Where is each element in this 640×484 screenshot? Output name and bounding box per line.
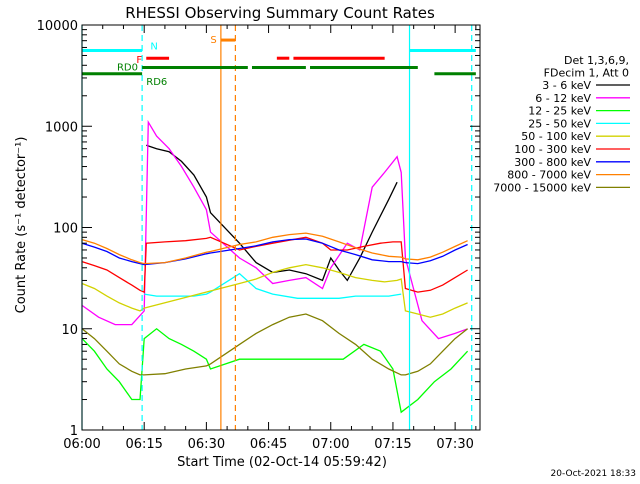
- y-axis-label: Count Rate (s⁻¹ detector⁻¹): [14, 137, 29, 314]
- series-line-3: [144, 272, 402, 299]
- series-line-5: [81, 236, 468, 294]
- legend-label-3: 25 - 50 keV: [528, 117, 591, 130]
- y-tick-label-3: 1000: [45, 120, 78, 135]
- flag-label-RD0: RD0: [117, 63, 138, 74]
- series-line-1: [81, 119, 468, 340]
- legend-label-2: 12 - 25 keV: [528, 105, 591, 118]
- legend-label-1: 6 - 12 keV: [535, 92, 591, 105]
- series-line-0: [146, 144, 398, 282]
- series-line-2: [81, 327, 469, 414]
- x-axis-label: Start Time (02-Oct-14 05:59:42): [177, 455, 387, 470]
- y-tick-label-1: 10: [61, 323, 78, 338]
- legend-label-4: 50 - 100 keV: [521, 130, 591, 143]
- x-tick-label-0: 06:00: [63, 437, 100, 452]
- legend-label-7: 800 - 7000 keV: [507, 169, 591, 182]
- series-line-8: [81, 313, 469, 376]
- flag-label-S: S: [210, 35, 216, 46]
- y-tick-label-2: 100: [53, 222, 78, 237]
- x-tick-label-4: 07:00: [312, 437, 349, 452]
- x-tick-label-2: 06:30: [188, 437, 225, 452]
- legend-label-6: 300 - 800 keV: [514, 156, 591, 169]
- axes: 06:00 06:15 06:30 06:45 07:00 07:15 07:30 1 10 10…: [37, 19, 481, 452]
- x-tick-label-3: 06:45: [250, 437, 287, 452]
- y-tick-label-0: 1: [70, 424, 78, 439]
- footer-timestamp: 20-Oct-2021 18:33: [551, 469, 636, 479]
- flag-label-N: N: [150, 41, 157, 52]
- x-tick-label-1: 06:15: [125, 437, 162, 452]
- y-tick-label-4: 10000: [37, 19, 78, 34]
- legend-header-0: Det 1,3,6,9,: [564, 54, 629, 67]
- legend-label-5: 100 - 300 keV: [514, 143, 591, 156]
- flag-label-F: F: [136, 55, 142, 66]
- flag-label-RD6: RD6: [146, 77, 167, 88]
- legend-label-0: 3 - 6 keV: [542, 79, 591, 92]
- series-line-4: [81, 263, 468, 318]
- legend-label-8: 7000 - 15000 keV: [493, 181, 591, 194]
- x-tick-label-5: 07:15: [374, 437, 411, 452]
- legend-header-1: FDecim 1, Att 0: [544, 67, 629, 80]
- x-tick-label-6: 07:30: [436, 437, 473, 452]
- series-line-6: [81, 238, 468, 266]
- chart-title: RHESSI Observing Summary Count Rates: [125, 4, 435, 22]
- series-line-7: [81, 232, 468, 265]
